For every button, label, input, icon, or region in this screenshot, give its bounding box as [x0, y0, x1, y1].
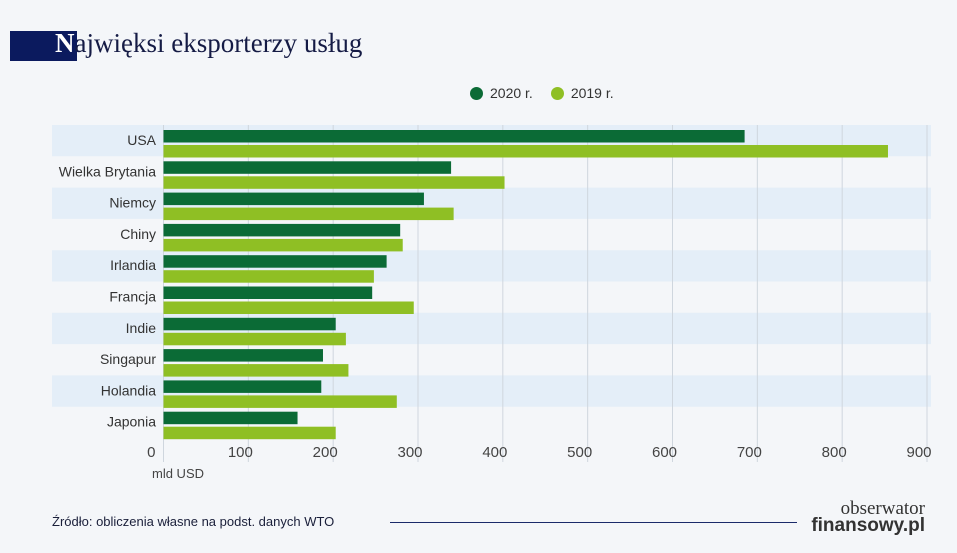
bar-2020	[163, 223, 401, 237]
title-first-letter: N	[55, 28, 75, 58]
category-label: Holandia	[101, 382, 156, 398]
x-tick-label: 700	[737, 444, 762, 461]
bar-2019	[163, 426, 336, 440]
chart-title: Najwięksi eksporterzy usług	[55, 28, 362, 59]
legend-swatch-2020	[470, 86, 483, 100]
source-note: Źródło: obliczenia własne na podst. dany…	[52, 514, 335, 529]
bar-2020	[163, 349, 323, 362]
category-label: USA	[127, 132, 156, 148]
bar-2020	[163, 192, 424, 206]
bar-2019	[163, 207, 454, 221]
x-tick-label: 400	[482, 444, 507, 461]
legend-label-2020: 2020 r.	[490, 85, 533, 101]
x-tick-label: 600	[652, 444, 677, 461]
category-label: Japonia	[107, 414, 156, 430]
x-tick-label: 500	[567, 444, 592, 461]
legend: 2020 r. 2019 r.	[470, 85, 614, 101]
bar-2020	[163, 130, 745, 143]
legend-item-2019: 2019 r.	[550, 85, 614, 101]
bar-2020	[163, 161, 452, 174]
category-label: Chiny	[120, 226, 156, 242]
category-label: Wielka Brytania	[59, 163, 156, 179]
x-tick-label: 300	[397, 444, 422, 461]
legend-item-2020: 2020 r.	[470, 85, 533, 101]
category-label: Singapur	[100, 351, 156, 367]
bar-2020	[163, 255, 387, 268]
category-label: Irlandia	[110, 257, 156, 273]
bar-2019	[163, 395, 397, 408]
x-tick-label: 0	[147, 444, 155, 461]
title-rest: ajwięksi eksporterzy usług	[74, 28, 363, 58]
category-label: Niemcy	[109, 195, 156, 211]
x-tick-label: 900	[906, 444, 931, 461]
category-label: Indie	[126, 320, 157, 336]
bar-2019	[163, 332, 346, 346]
logo: obserwator finansowy.pl	[805, 498, 925, 536]
bar-2020	[163, 317, 336, 331]
bar-2019	[163, 301, 414, 314]
x-tick-label: 200	[313, 444, 338, 461]
bar-2020	[163, 411, 298, 425]
x-tick-label: 800	[822, 444, 847, 461]
bar-2019	[163, 176, 505, 189]
bar-2020	[163, 380, 322, 393]
bar-2019	[163, 270, 374, 283]
x-tick-label: 100	[228, 444, 253, 461]
legend-label-2019: 2019 r.	[570, 85, 614, 101]
title-accent-box	[10, 31, 77, 61]
logo-line2: finansowy.pl	[811, 515, 925, 536]
bar-2019	[163, 238, 403, 252]
footer-divider	[390, 522, 797, 523]
bar-2019	[163, 145, 888, 158]
logo-line1: obserwator	[840, 498, 925, 519]
bar-2020	[163, 286, 373, 299]
x-axis-label: mld USD	[152, 466, 204, 481]
bar-2019	[163, 364, 349, 377]
category-label: Francja	[109, 289, 156, 305]
legend-swatch-2019	[550, 86, 564, 100]
